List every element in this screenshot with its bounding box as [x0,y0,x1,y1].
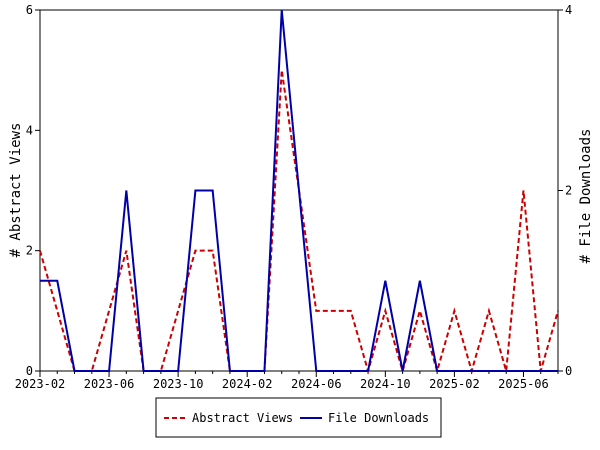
series-line [40,9,558,372]
y2-tick-label: 4 [565,3,572,17]
legend-label: File Downloads [328,411,429,425]
x-tick-label: 2024-02 [222,377,273,391]
x-tick-label: 2025-02 [429,377,480,391]
legend-label: Abstract Views [192,411,293,425]
series-line [39,70,559,375]
y-tick-label: 4 [26,123,33,137]
y-tick-label: 2 [26,244,33,258]
y2-axis-label: # File Downloads [578,129,594,264]
x-tick-label: 2024-06 [291,377,342,391]
y-tick-label: 6 [26,3,33,17]
x-tick-label: 2023-10 [153,377,204,391]
y2-tick-label: 0 [565,364,572,378]
y-tick-label: 0 [26,364,33,378]
x-tick-label: 2023-02 [15,377,66,391]
y2-tick-label: 2 [565,184,572,198]
x-tick-label: 2025-06 [498,377,549,391]
x-tick-label: 2024-10 [360,377,411,391]
legend-box [155,397,442,438]
y-axis-label: # Abstract Views [8,123,24,258]
x-tick-label: 2023-06 [84,377,135,391]
